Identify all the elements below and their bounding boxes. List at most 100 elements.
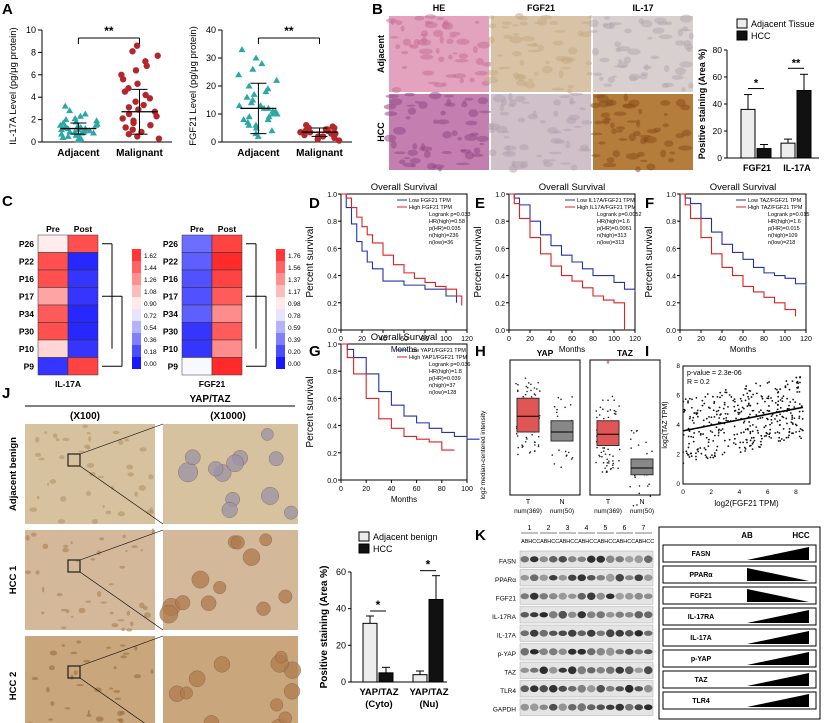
data-point bbox=[737, 408, 740, 411]
data-point bbox=[778, 436, 781, 439]
tissue-texture bbox=[399, 159, 406, 165]
data-point bbox=[516, 389, 519, 392]
column-label: Post bbox=[218, 224, 237, 234]
tissue-texture bbox=[91, 518, 98, 524]
blot-band bbox=[539, 593, 548, 600]
tissue-texture bbox=[616, 126, 626, 131]
data-point bbox=[607, 399, 609, 401]
y-tick-label: 1.0 bbox=[495, 192, 505, 199]
data-point bbox=[86, 127, 94, 134]
blot-band bbox=[634, 667, 643, 674]
panel-c-fgf21: Pre Post P26 P22 P16 P17 P34 P30 P10 P9 FGF21 1.76 1… bbox=[163, 224, 301, 389]
significance: * bbox=[606, 359, 610, 369]
column-title: HE bbox=[433, 3, 446, 13]
tissue-texture bbox=[385, 94, 399, 99]
colorbar-label: 0.54 bbox=[144, 325, 157, 332]
tissue-texture bbox=[499, 104, 505, 112]
legend-label: Low TAZ/FGF21 TPM bbox=[748, 198, 802, 204]
data-point bbox=[524, 393, 527, 396]
tissue-texture bbox=[580, 144, 589, 151]
pair-number: 5 bbox=[604, 525, 608, 532]
blot-band bbox=[530, 667, 539, 673]
data-point bbox=[612, 455, 614, 457]
bar bbox=[796, 90, 812, 159]
data-point bbox=[779, 388, 782, 390]
data-point bbox=[269, 107, 277, 114]
y-tick-label: 0.8 bbox=[495, 219, 505, 226]
tissue-texture bbox=[680, 14, 693, 23]
data-point bbox=[733, 437, 736, 440]
tissue-texture bbox=[85, 491, 92, 497]
blot-band bbox=[520, 630, 529, 637]
data-point bbox=[517, 383, 519, 386]
heatmap-cell bbox=[37, 304, 69, 323]
blot-band bbox=[615, 611, 624, 618]
chart-title: Overall Survival bbox=[539, 182, 606, 193]
tissue-texture bbox=[76, 683, 84, 687]
cell-nucleus bbox=[259, 533, 273, 547]
y-tick-label: 4 bbox=[676, 422, 680, 429]
data-point bbox=[769, 423, 771, 426]
data-point bbox=[533, 441, 536, 443]
tissue-texture bbox=[616, 129, 624, 133]
data-point bbox=[603, 447, 606, 449]
tissue-texture bbox=[449, 35, 457, 38]
data-point bbox=[749, 430, 752, 433]
data-point bbox=[630, 447, 632, 449]
tissue-texture bbox=[445, 74, 457, 78]
data-point bbox=[766, 382, 769, 384]
data-point bbox=[690, 452, 693, 455]
significance: ** bbox=[104, 24, 114, 38]
tissue-texture bbox=[120, 655, 127, 659]
y-axis-label: Percent survival bbox=[644, 226, 655, 297]
tissue-texture bbox=[663, 64, 670, 73]
data-point bbox=[602, 461, 605, 464]
row-label: Adjacent benign bbox=[8, 437, 19, 511]
data-point bbox=[717, 434, 720, 437]
stat-text: p(HR)=0.035 bbox=[429, 226, 461, 232]
legend-label: High YAP1/FGF21 TPM bbox=[409, 355, 467, 361]
tissue-texture bbox=[667, 158, 675, 163]
tissue-texture bbox=[636, 119, 641, 128]
bar bbox=[362, 622, 378, 683]
data-point bbox=[648, 483, 650, 485]
data-point bbox=[798, 435, 801, 438]
y-tick-label: 20 bbox=[206, 81, 216, 91]
tissue-texture bbox=[516, 79, 527, 87]
blot-band bbox=[644, 593, 653, 600]
data-point bbox=[756, 402, 759, 405]
cell-nucleus bbox=[278, 711, 293, 723]
tissue-texture bbox=[428, 91, 442, 100]
pair-number: 7 bbox=[642, 525, 646, 532]
blot-band bbox=[539, 648, 548, 656]
data-point bbox=[524, 440, 527, 443]
data-point bbox=[706, 457, 709, 460]
tissue-texture bbox=[637, 151, 645, 157]
pair-number: 4 bbox=[585, 525, 589, 532]
data-point bbox=[770, 418, 773, 421]
y-tick-label: 0.6 bbox=[327, 396, 337, 403]
data-point bbox=[720, 429, 722, 432]
tissue-texture bbox=[76, 640, 81, 644]
data-point bbox=[129, 126, 136, 133]
cell-nucleus bbox=[268, 451, 284, 467]
colorbar bbox=[132, 261, 141, 273]
data-point bbox=[709, 430, 712, 432]
y-axis-label: log2(TAZ TPM) bbox=[662, 401, 669, 448]
x-tick-label: 0 bbox=[339, 336, 343, 343]
data-point bbox=[687, 401, 689, 404]
data-point bbox=[796, 386, 798, 389]
stat-text: p(HR)=0.0061 bbox=[597, 226, 632, 232]
tissue-texture bbox=[609, 122, 615, 129]
y-tick-label: 0 bbox=[211, 137, 216, 147]
blot-band bbox=[568, 629, 577, 637]
heatmap-cell bbox=[181, 304, 213, 323]
tissue-texture bbox=[614, 41, 621, 48]
colorbar bbox=[276, 297, 285, 309]
annotation: R = 0.2 bbox=[687, 379, 710, 386]
blot-band bbox=[539, 556, 548, 563]
row-label: P26 bbox=[19, 239, 34, 249]
tissue-texture bbox=[602, 22, 609, 28]
trend-row bbox=[662, 670, 817, 689]
data-point bbox=[733, 398, 736, 401]
